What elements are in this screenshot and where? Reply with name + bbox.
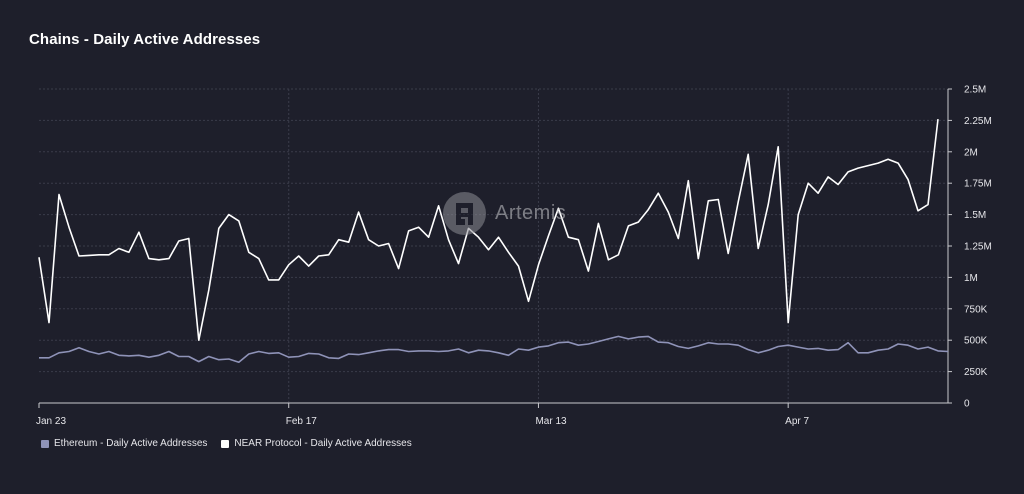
x-tick-label: Apr 7 <box>785 416 809 427</box>
legend-label-near: NEAR Protocol - Daily Active Addresses <box>234 438 412 449</box>
y-axis: 0 250K 500K 750K 1M 1.25M 1.5M 1.75M 2M 2.25M 2.5M <box>947 85 992 410</box>
y-tick-label: 1.25M <box>964 242 992 253</box>
x-axis: Jan 23 Feb 17 Mar 13 Apr 7 <box>36 402 948 427</box>
y-tick-label: 1M <box>964 273 978 284</box>
watermark-text: Artemis <box>495 202 567 224</box>
legend-item-near[interactable]: NEAR Protocol - Daily Active Addresses <box>221 438 412 449</box>
legend-label-ethereum: Ethereum - Daily Active Addresses <box>54 438 208 449</box>
series-layer[interactable] <box>38 119 949 364</box>
y-tick-label: 2M <box>964 147 978 158</box>
legend: Ethereum - Daily Active Addresses NEAR P… <box>41 438 412 449</box>
grid <box>39 88 948 403</box>
y-tick-label: 1.75M <box>964 179 992 190</box>
y-tick-label: 1.5M <box>964 210 986 221</box>
y-tick-label: 500K <box>964 336 988 347</box>
x-tick-label: Jan 23 <box>36 416 66 427</box>
chart-title: Chains - Daily Active Addresses <box>29 31 261 48</box>
legend-swatch-ethereum <box>41 439 49 448</box>
y-tick-label: 2.25M <box>964 116 992 127</box>
artemis-logo-icon <box>443 192 486 235</box>
legend-swatch-near <box>221 439 230 448</box>
y-tick-label: 750K <box>964 304 988 315</box>
watermark: Artemis <box>443 192 566 235</box>
y-tick-label: 250K <box>964 367 988 378</box>
x-tick-label: Feb 17 <box>286 416 318 427</box>
y-tick-label: 2.5M <box>964 85 986 96</box>
near-series-line[interactable] <box>38 119 939 342</box>
y-tick-label: 0 <box>964 399 970 410</box>
ethereum-series-line[interactable] <box>39 335 949 364</box>
legend-item-ethereum[interactable]: Ethereum - Daily Active Addresses <box>41 438 207 449</box>
x-tick-label: Mar 13 <box>535 416 567 427</box>
